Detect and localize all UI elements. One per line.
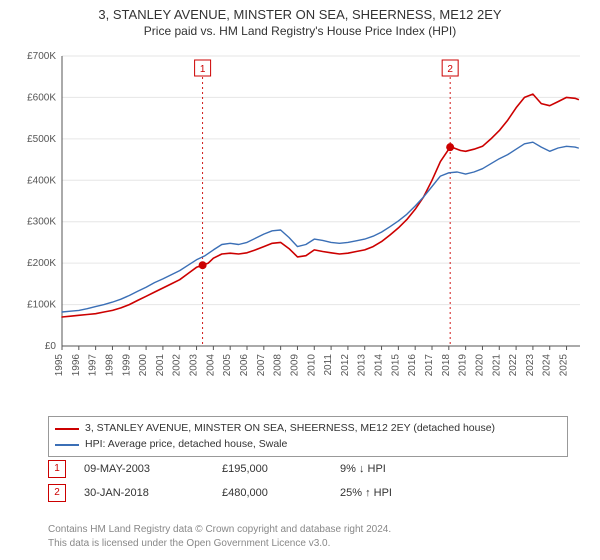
y-tick-label: £0 xyxy=(45,341,57,352)
x-tick-label: 1995 xyxy=(54,354,65,377)
x-tick-label: 2018 xyxy=(441,354,452,377)
sale-delta: 9% ↓ HPI xyxy=(340,463,460,475)
sale-row: 2 30-JAN-2018 £480,000 25% ↑ HPI xyxy=(48,484,568,502)
x-tick-label: 2024 xyxy=(542,354,553,377)
x-tick-label: 2009 xyxy=(289,354,300,377)
x-tick-label: 2011 xyxy=(323,354,334,376)
x-tick-label: 2003 xyxy=(189,354,200,377)
y-tick-label: £400K xyxy=(27,175,56,186)
chart-subtitle: Price paid vs. HM Land Registry's House … xyxy=(0,24,600,42)
x-tick-label: 2005 xyxy=(222,354,233,377)
sale-point xyxy=(199,261,207,269)
line-chart: £0 £100K £200K £300K £400K £500K £600K £700K 199… xyxy=(14,46,586,406)
legend-swatch xyxy=(55,444,79,446)
x-tick-label: 2000 xyxy=(138,354,149,377)
x-tick-label: 2016 xyxy=(407,354,418,377)
y-tick-label: £300K xyxy=(27,217,56,228)
y-tick-label: £700K xyxy=(27,51,56,62)
license-text: Contains HM Land Registry data © Crown c… xyxy=(48,523,568,550)
y-tick-label: £500K xyxy=(27,134,56,145)
x-tick-label: 2004 xyxy=(205,354,216,377)
x-tick-label: 2019 xyxy=(458,354,469,377)
legend-label: 3, STANLEY AVENUE, MINSTER ON SEA, SHEER… xyxy=(85,421,495,437)
x-tick-label: 2020 xyxy=(474,354,485,377)
x-tick-label: 2008 xyxy=(273,354,284,377)
sale-delta: 25% ↑ HPI xyxy=(340,487,460,499)
x-tick-label: 2017 xyxy=(424,354,435,377)
chart-area: £0 £100K £200K £300K £400K £500K £600K £700K 199… xyxy=(14,46,586,406)
sale-index-label: 1 xyxy=(200,64,206,75)
sale-marker: 1 xyxy=(48,460,66,478)
x-tick-label: 2006 xyxy=(239,354,250,377)
sales-table: 1 09-MAY-2003 £195,000 9% ↓ HPI 2 30-JAN-2018… xyxy=(48,460,568,508)
x-tick-label: 2022 xyxy=(508,354,519,377)
x-tick-label: 2010 xyxy=(306,354,317,377)
x-tick-label: 2021 xyxy=(491,354,502,377)
x-tick-label: 2013 xyxy=(357,354,368,377)
sale-marker: 2 xyxy=(48,484,66,502)
x-tick-label: 2001 xyxy=(155,354,166,377)
sale-row: 1 09-MAY-2003 £195,000 9% ↓ HPI xyxy=(48,460,568,478)
x-tick-label: 1996 xyxy=(71,354,82,377)
legend: 3, STANLEY AVENUE, MINSTER ON SEA, SHEER… xyxy=(48,416,568,457)
legend-row: HPI: Average price, detached house, Swal… xyxy=(55,437,561,453)
x-tick-label: 2014 xyxy=(374,354,385,377)
x-tick-label: 2023 xyxy=(525,354,536,377)
license-line: This data is licensed under the Open Gov… xyxy=(48,537,568,551)
x-tick-label: 1998 xyxy=(104,354,115,377)
x-tick-label: 1997 xyxy=(88,354,99,377)
sale-price: £480,000 xyxy=(222,487,322,499)
y-tick-label: £200K xyxy=(27,258,56,269)
x-tick-label: 2015 xyxy=(390,354,401,377)
sale-price: £195,000 xyxy=(222,463,322,475)
y-tick-label: £100K xyxy=(27,300,56,311)
legend-label: HPI: Average price, detached house, Swal… xyxy=(85,437,287,453)
legend-swatch xyxy=(55,428,79,430)
sale-date: 30-JAN-2018 xyxy=(84,487,204,499)
legend-row: 3, STANLEY AVENUE, MINSTER ON SEA, SHEER… xyxy=(55,421,561,437)
x-tick-label: 2007 xyxy=(256,354,267,377)
x-tick-label: 2025 xyxy=(559,354,570,377)
sale-index-label: 2 xyxy=(447,64,453,75)
x-tick-label: 2012 xyxy=(340,354,351,377)
sale-date: 09-MAY-2003 xyxy=(84,463,204,475)
y-tick-label: £600K xyxy=(27,92,56,103)
x-tick-label: 2002 xyxy=(172,354,183,377)
license-line: Contains HM Land Registry data © Crown c… xyxy=(48,523,568,537)
sale-point xyxy=(446,143,454,151)
x-tick-label: 1999 xyxy=(121,354,132,377)
chart-title: 3, STANLEY AVENUE, MINSTER ON SEA, SHEER… xyxy=(0,0,600,24)
